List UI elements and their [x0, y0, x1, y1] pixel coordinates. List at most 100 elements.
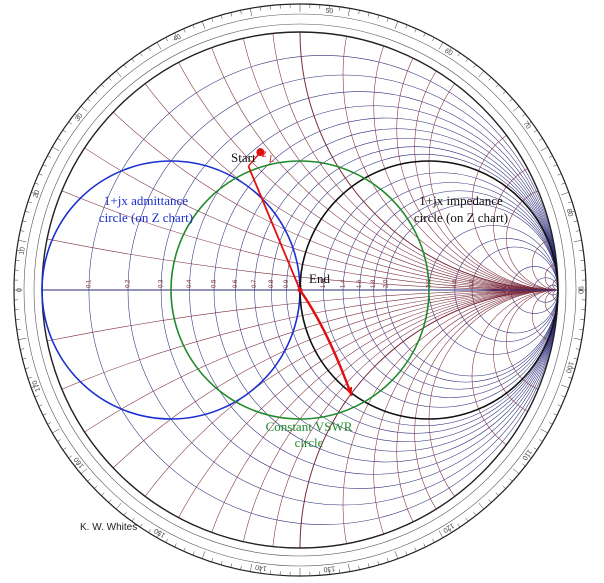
scale-tick [579, 249, 584, 252]
scale-tick [575, 348, 580, 350]
resistance-axis-label: 0.9 [284, 279, 290, 288]
angle-label-11: 100 [564, 361, 574, 374]
scale-tick [367, 12, 370, 17]
scale-tick [42, 164, 47, 167]
scale-tick [423, 32, 426, 37]
scale-tick [438, 530, 444, 538]
resistance-axis-label: 1.2 [321, 279, 327, 288]
scale-tick [108, 77, 112, 81]
scale-tick [165, 538, 168, 543]
scale-tick [192, 551, 195, 556]
path-arrowhead [345, 386, 353, 396]
scale-tick [240, 10, 242, 15]
scale-tick [405, 24, 408, 29]
scale-tick [108, 499, 112, 503]
scale-tick [367, 563, 370, 568]
scale-tick [115, 70, 122, 78]
resistance-axis-label: 1.8 [371, 279, 377, 288]
scale-tick [25, 367, 29, 370]
scale-tick [414, 28, 417, 33]
scale-tick [540, 146, 548, 152]
angle-label-0: 40 [172, 33, 182, 43]
scale-tick [62, 129, 67, 133]
scale-tick [38, 404, 43, 407]
inner-ring [33, 23, 567, 557]
angle-label-16: 140 [255, 563, 268, 572]
reactance-arc [552, 289, 558, 301]
reactance-arc [428, 289, 558, 548]
angle-label-7: 80 [565, 208, 574, 218]
resistance-axis-label: 1.4 [341, 279, 347, 288]
reactance-arc [471, 289, 558, 463]
scale-tick [74, 113, 78, 117]
resistance-axis-label: 0.4 [187, 279, 193, 288]
scale-tick [57, 439, 61, 442]
scale-tick [139, 52, 143, 57]
reactance-arc [342, 289, 558, 548]
scale-tick [57, 138, 61, 141]
scale-tick [131, 58, 135, 63]
reactance-arc [493, 289, 558, 420]
scale-tick [449, 529, 452, 533]
scale-tick [16, 249, 21, 252]
vswr-label-line2: circle [295, 435, 324, 450]
scale-tick [548, 422, 553, 425]
path-line [247, 165, 301, 291]
reactance-arc [396, 289, 558, 548]
scale-tick [38, 173, 43, 176]
scale-tick [131, 517, 135, 522]
admittance-label-line1: 1+jx admittance [104, 193, 188, 208]
scale-tick [62, 447, 67, 451]
scale-tick [220, 561, 223, 565]
scale-tick [540, 428, 548, 434]
scale-tick [68, 455, 73, 459]
scale-tick [568, 376, 573, 379]
scale-tick [394, 551, 399, 559]
admittance-label-line2: circle (on Z chart) [99, 210, 193, 225]
scale-tick [259, 6, 262, 11]
scale-tick [423, 543, 426, 548]
scale-tick [512, 468, 520, 475]
angle-label-1: 50 [325, 8, 334, 16]
scale-tick [561, 395, 566, 398]
angle-label-8: 0 [17, 288, 24, 292]
scale-tick [211, 17, 214, 22]
scale-tick [230, 563, 233, 568]
vswr-label-line1: Constant VSWR [266, 419, 353, 434]
scale-tick [101, 492, 105, 496]
scale-tick [522, 113, 526, 117]
scale-tick [557, 173, 562, 176]
scale-tick [259, 569, 262, 574]
scale-tick [68, 121, 73, 125]
scale-tick [183, 28, 186, 33]
angle-label-2: 30 [74, 112, 84, 123]
reactance-arc [189, 289, 558, 548]
scale-tick [553, 164, 558, 167]
scale-tick [80, 105, 88, 112]
scale-tick [571, 210, 575, 213]
reactance-arc [531, 238, 558, 291]
reactance-arc [414, 289, 558, 548]
scale-tick [156, 530, 162, 538]
scale-tick [348, 563, 350, 572]
angle-label-17: 130 [323, 564, 335, 572]
reactance-arc [396, 32, 558, 291]
scale-tick [348, 8, 350, 17]
resistance-axis-label: 1.6 [357, 279, 363, 288]
scale-tick [358, 565, 360, 570]
reactance-arc [42, 32, 558, 291]
scale-tick [553, 413, 558, 416]
end-label: End [309, 271, 330, 286]
scale-tick [250, 8, 252, 17]
scale-tick [34, 182, 39, 185]
scale-tick [457, 523, 461, 528]
reactance-arc [299, 32, 558, 291]
angle-label-9: 90 [577, 286, 584, 294]
scale-tick [557, 404, 562, 407]
scale-tick [123, 512, 127, 516]
scale-tick [539, 138, 543, 141]
scale-tick [533, 447, 538, 451]
scale-tick [115, 502, 122, 510]
scale-tick [201, 21, 206, 29]
reactance-arc [428, 32, 558, 291]
